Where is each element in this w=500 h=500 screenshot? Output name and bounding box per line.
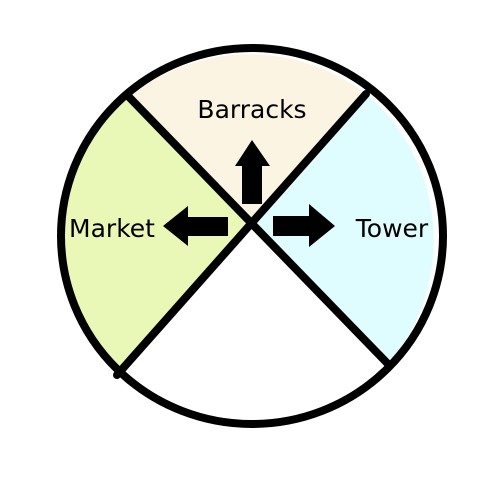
tower-label: Tower [355, 214, 429, 243]
divider-line-ne-sw [113, 90, 370, 379]
barracks-option[interactable] [129, 54, 366, 228]
market-option[interactable] [62, 97, 250, 375]
wheel-outline [57, 44, 447, 428]
market-label: Market [69, 214, 155, 243]
tower-option[interactable] [250, 94, 434, 364]
empty-option[interactable] [117, 228, 388, 427]
arrow-left-icon [163, 206, 228, 246]
arrow-right-icon [273, 204, 335, 247]
arrow-up-icon [235, 140, 270, 204]
divider-line-nw-se [125, 93, 392, 368]
barracks-label: Barracks [197, 95, 306, 124]
